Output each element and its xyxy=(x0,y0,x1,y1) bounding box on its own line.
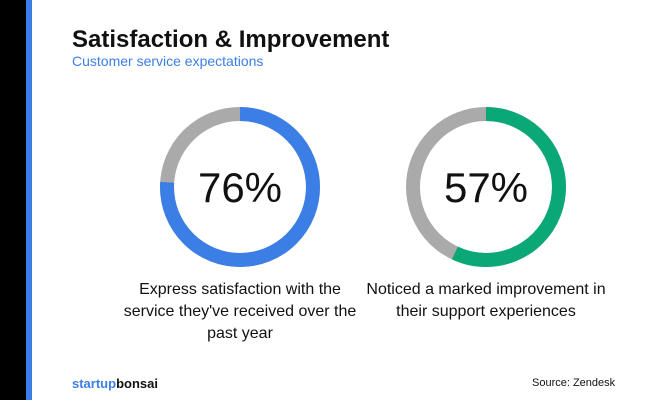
chart-subtitle: Customer service expectations xyxy=(72,53,264,69)
donut-value-2 xyxy=(406,107,566,267)
caption-2: Noticed a marked improvement in their su… xyxy=(366,281,606,320)
donut-value-1 xyxy=(160,107,320,267)
chart-title: Satisfaction & Improvement xyxy=(72,26,390,53)
left-accent-bar xyxy=(26,0,32,400)
source-note: Source: Zendesk xyxy=(532,377,616,389)
startupbonsai-logo: startupbonsai xyxy=(72,376,158,391)
left-black-bar xyxy=(0,0,26,400)
donut-label-2: 57% xyxy=(444,164,528,211)
caption-1: Express satisfaction with the service th… xyxy=(123,281,357,342)
donut-label-1: 76% xyxy=(198,164,282,211)
